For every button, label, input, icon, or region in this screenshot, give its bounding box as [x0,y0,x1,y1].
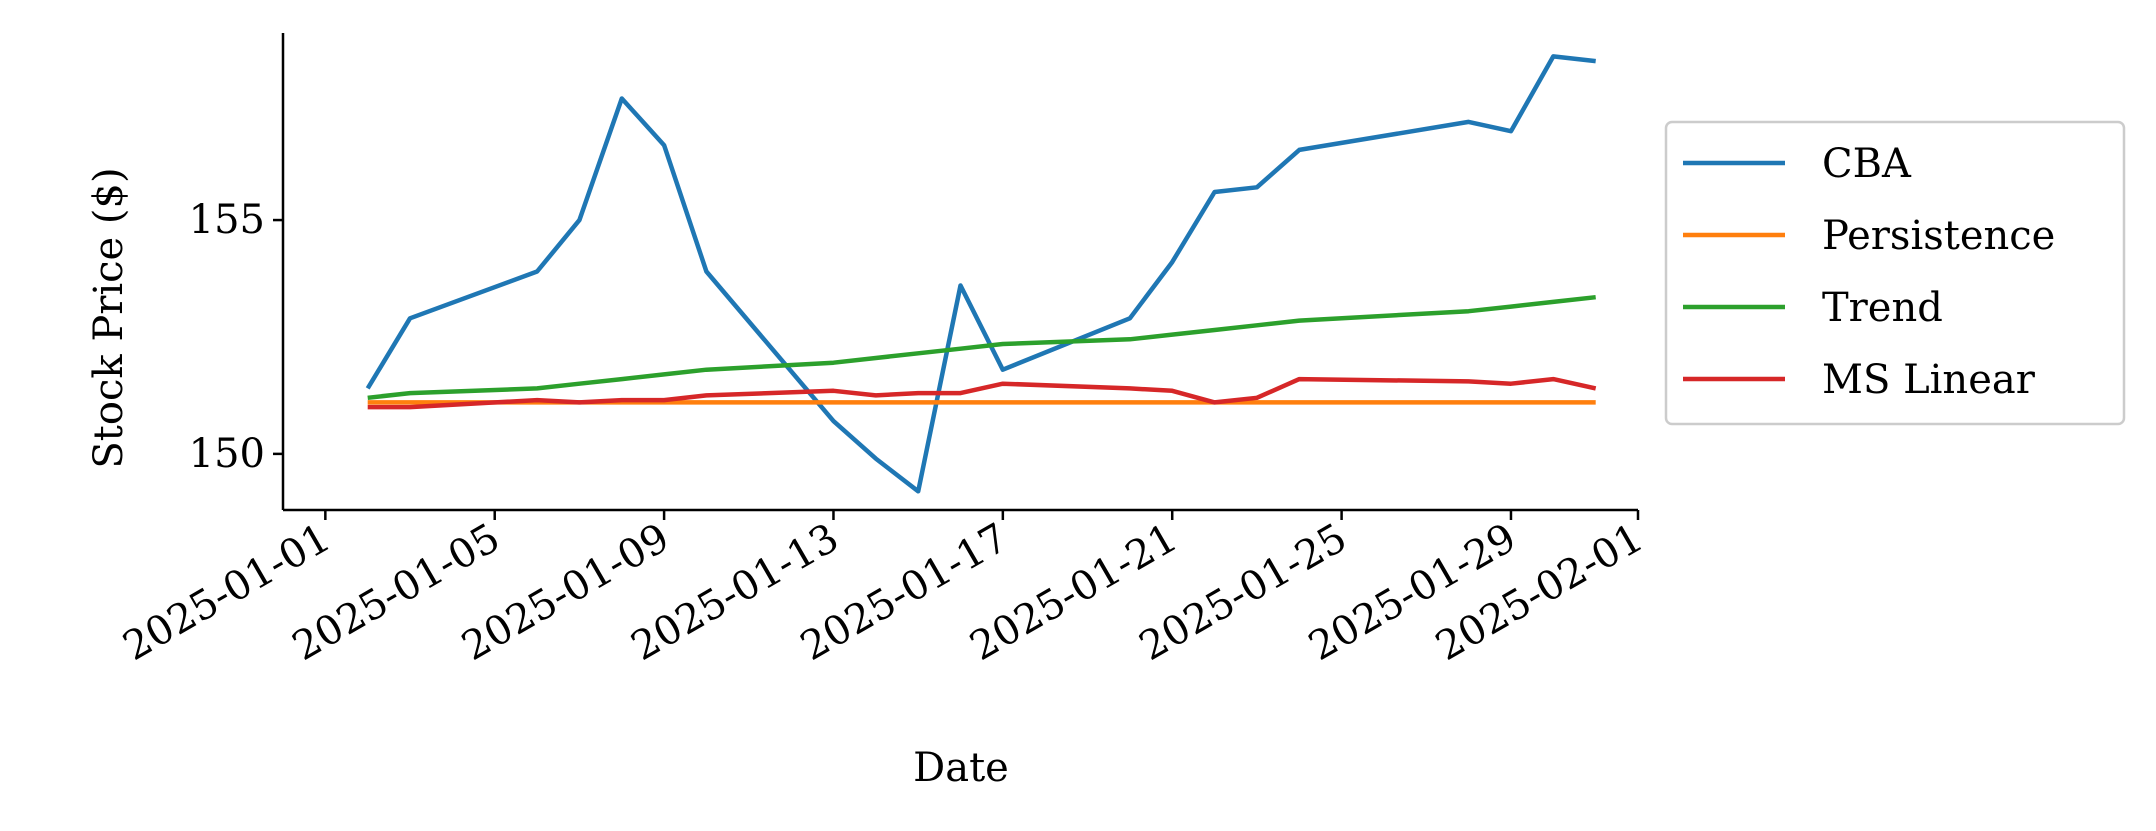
legend-label: Persistence [1822,213,2055,259]
series-line-cba [365,54,1596,494]
legend: CBA Persistence Trend MS Linear [1664,120,2126,426]
series-line-ms-linear [367,376,1597,410]
x-axis-ticks: 2025-01-012025-01-052025-01-092025-01-13… [116,510,1651,670]
legend-label: MS Linear [1822,357,2036,403]
legend-box [1664,120,2126,426]
y-axis-label: Stock Price ($) [86,167,132,468]
legend-label: CBA [1822,141,1912,187]
y-axis-ticks: 150 155 [189,197,283,477]
x-axis-label: Date [913,745,1009,791]
legend-label: Trend [1822,285,1943,331]
y-tick-label: 150 [189,431,265,477]
series-line-trend [367,294,1596,401]
y-tick-label: 155 [189,197,265,243]
axes-spines [281,33,1638,512]
series-lines [365,54,1597,494]
